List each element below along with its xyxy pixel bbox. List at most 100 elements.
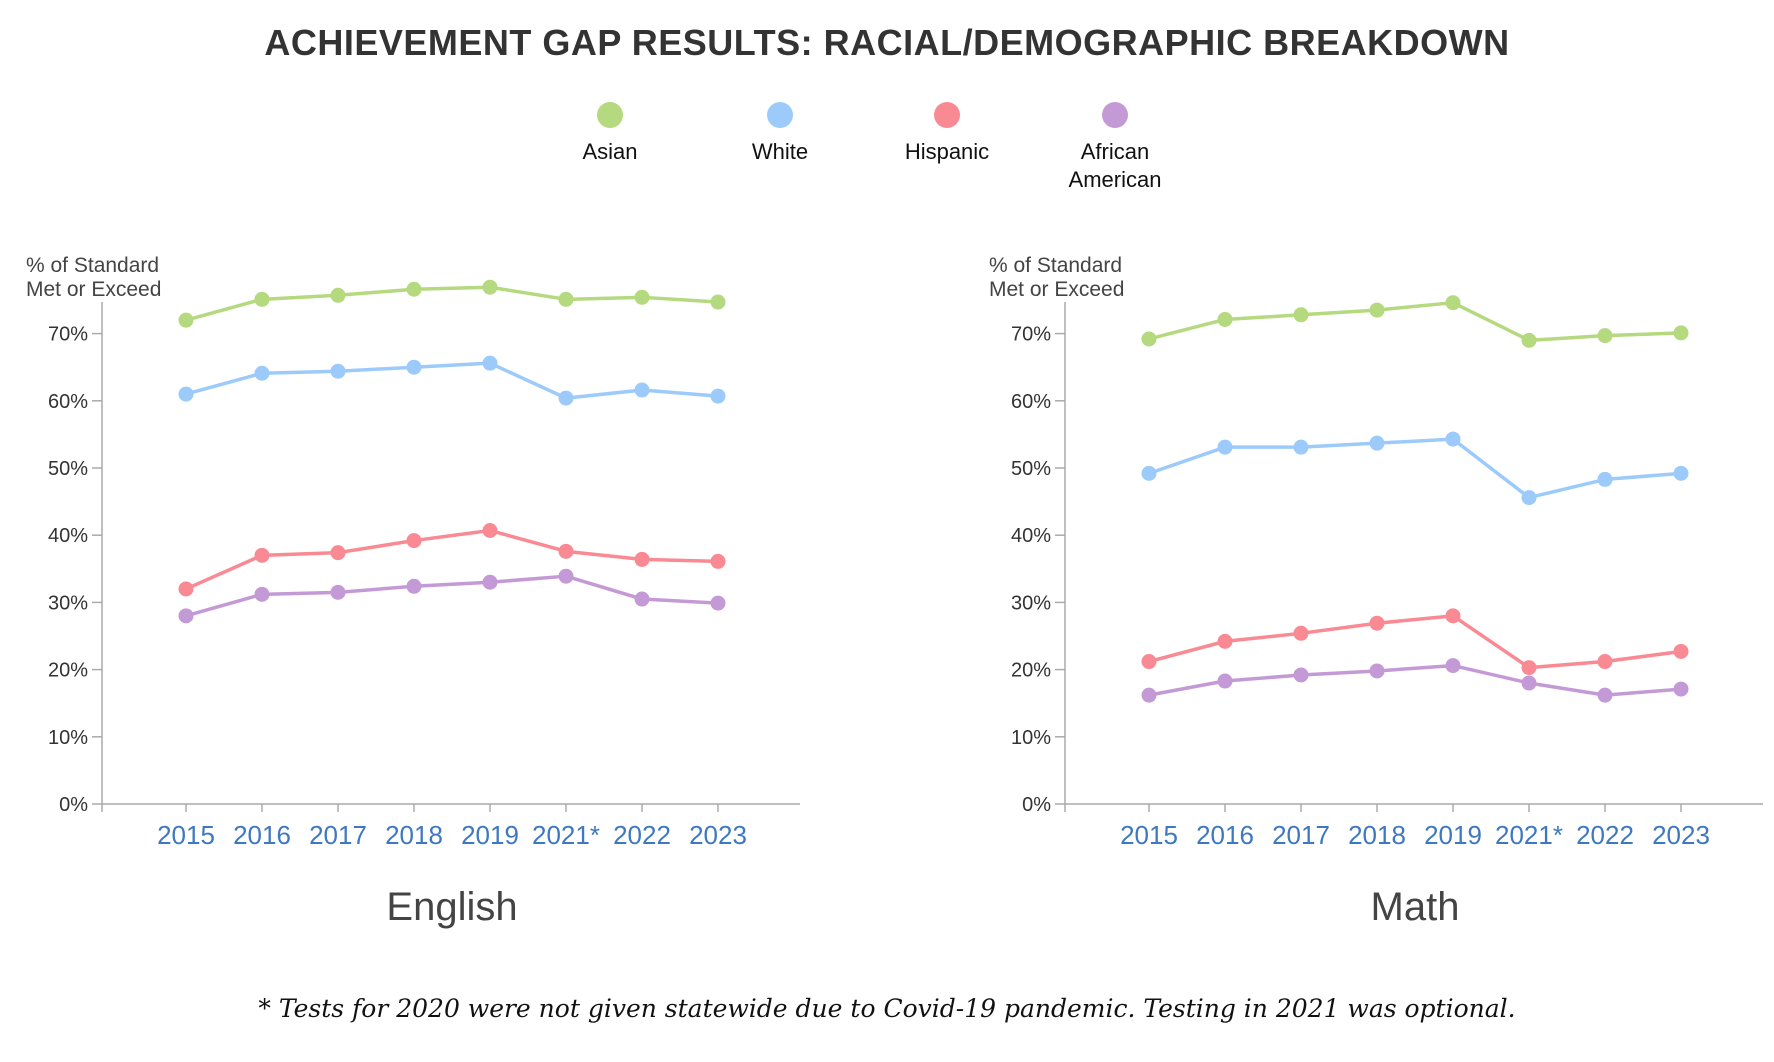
math-x-tick-label: 2023 [1652, 820, 1710, 850]
english-point-white[interactable] [634, 382, 650, 398]
math-point-hispanic[interactable] [1217, 633, 1233, 649]
math-point-african-american[interactable] [1597, 687, 1613, 703]
math-y-tick-label: 0% [1022, 794, 1051, 816]
math-point-african-american[interactable] [1369, 663, 1385, 679]
math-point-african-american[interactable] [1445, 658, 1461, 674]
math-point-hispanic[interactable] [1673, 643, 1689, 659]
math-point-asian[interactable] [1597, 328, 1613, 344]
english-point-asian[interactable] [710, 294, 726, 310]
english-point-asian[interactable] [482, 279, 498, 295]
legend-item-hispanic[interactable]: Hispanic [877, 102, 1017, 166]
math-point-african-american[interactable] [1521, 675, 1537, 691]
english-y-tick-label: 70% [48, 324, 88, 346]
math-chart: % of Standard Met or Exceed 0% 10% 20% 30% 4… [963, 240, 1774, 929]
english-point-african-american[interactable] [482, 574, 498, 590]
english-point-african-american[interactable] [558, 568, 574, 584]
legend-item-white[interactable]: White [710, 102, 850, 166]
legend-item-asian[interactable]: Asian [540, 102, 680, 166]
english-x-tick-label: 2018 [385, 820, 443, 850]
math-line-african-american [1148, 663, 1682, 697]
math-line-hispanic [1148, 614, 1682, 670]
math-y-tick-label: 60% [1011, 391, 1051, 413]
math-point-white[interactable] [1217, 439, 1233, 455]
english-point-asian[interactable] [634, 289, 650, 305]
english-line-hispanic [185, 528, 719, 591]
math-y-tick-label: 70% [1011, 324, 1051, 346]
english-x-tick-label: 2021* [532, 820, 600, 850]
math-point-asian[interactable] [1369, 302, 1385, 318]
english-point-white[interactable] [710, 388, 726, 404]
legend-swatch-asian [597, 102, 623, 128]
math-point-hispanic[interactable] [1141, 654, 1157, 670]
math-point-asian[interactable] [1141, 331, 1157, 347]
english-point-african-american[interactable] [254, 586, 270, 602]
legend-item-african-american[interactable]: African American [1045, 102, 1185, 194]
math-point-hispanic[interactable] [1369, 615, 1385, 631]
math-line-white [1148, 437, 1682, 500]
math-point-white[interactable] [1141, 465, 1157, 481]
math-y-tick-label: 40% [1011, 525, 1051, 547]
english-point-african-american[interactable] [178, 608, 194, 624]
legend-swatch-african-american [1102, 102, 1128, 128]
math-point-african-american[interactable] [1293, 667, 1309, 683]
english-point-white[interactable] [330, 363, 346, 379]
english-point-asian[interactable] [330, 287, 346, 303]
math-point-white[interactable] [1293, 439, 1309, 455]
english-point-african-american[interactable] [330, 584, 346, 600]
english-line-african-american [185, 574, 719, 618]
english-point-african-american[interactable] [710, 595, 726, 611]
english-point-hispanic[interactable] [634, 551, 650, 567]
english-y-tick-label: 40% [48, 525, 88, 547]
math-point-african-american[interactable] [1673, 681, 1689, 697]
english-x-tick-label: 2015 [157, 820, 215, 850]
math-point-african-american[interactable] [1217, 673, 1233, 689]
math-point-white[interactable] [1597, 471, 1613, 487]
english-point-hispanic[interactable] [406, 533, 422, 549]
math-point-white[interactable] [1369, 435, 1385, 451]
math-point-white[interactable] [1673, 465, 1689, 481]
english-point-white[interactable] [482, 355, 498, 371]
english-point-hispanic[interactable] [254, 547, 270, 563]
english-line-asian [185, 285, 719, 322]
math-point-asian[interactable] [1293, 307, 1309, 323]
english-chart-svg: 0% 10% 20% 30% 40% 50% 60% 70% 2015 2016 2017 2018 2… [48, 279, 800, 929]
math-point-african-american[interactable] [1141, 687, 1157, 703]
math-line-asian [1148, 300, 1682, 343]
english-point-hispanic[interactable] [482, 522, 498, 538]
english-point-hispanic[interactable] [178, 581, 194, 597]
math-point-asian[interactable] [1217, 311, 1233, 327]
english-point-asian[interactable] [178, 312, 194, 328]
math-chart-svg: 0% 10% 20% 30% 40% 50% 60% 70% 2015 2016 2017 2018 2… [1011, 295, 1763, 929]
math-point-hispanic[interactable] [1521, 660, 1537, 676]
math-point-white[interactable] [1445, 431, 1461, 447]
english-x-tick-label: 2022 [613, 820, 671, 850]
english-point-asian[interactable] [254, 291, 270, 307]
math-x-tick-label: 2015 [1120, 820, 1178, 850]
math-point-hispanic[interactable] [1445, 608, 1461, 624]
english-subject-label: English [386, 885, 517, 929]
math-x-tick-label: 2022 [1576, 820, 1634, 850]
english-point-hispanic[interactable] [558, 543, 574, 559]
math-point-asian[interactable] [1445, 295, 1461, 311]
math-point-white[interactable] [1521, 490, 1537, 506]
english-y-axis-label: % of Standard Met or Exceed [26, 254, 162, 301]
english-point-hispanic[interactable] [710, 553, 726, 569]
math-point-hispanic[interactable] [1293, 625, 1309, 641]
math-point-asian[interactable] [1521, 332, 1537, 348]
math-point-hispanic[interactable] [1597, 654, 1613, 670]
english-point-white[interactable] [406, 359, 422, 375]
english-point-asian[interactable] [406, 281, 422, 297]
english-line-white [185, 361, 719, 400]
english-point-white[interactable] [178, 386, 194, 402]
english-point-asian[interactable] [558, 291, 574, 307]
math-point-asian[interactable] [1673, 325, 1689, 341]
legend-label-african-american: African American [1068, 139, 1162, 192]
english-chart: % of Standard Met or Exceed 0% 10% 20% 30% 4… [0, 240, 830, 929]
english-point-hispanic[interactable] [330, 545, 346, 561]
english-point-african-american[interactable] [406, 578, 422, 594]
english-point-african-american[interactable] [634, 591, 650, 607]
english-point-white[interactable] [558, 390, 574, 406]
english-y-tick-label: 10% [48, 727, 88, 749]
legend-label-white: White [751, 139, 809, 164]
english-point-white[interactable] [254, 365, 270, 381]
